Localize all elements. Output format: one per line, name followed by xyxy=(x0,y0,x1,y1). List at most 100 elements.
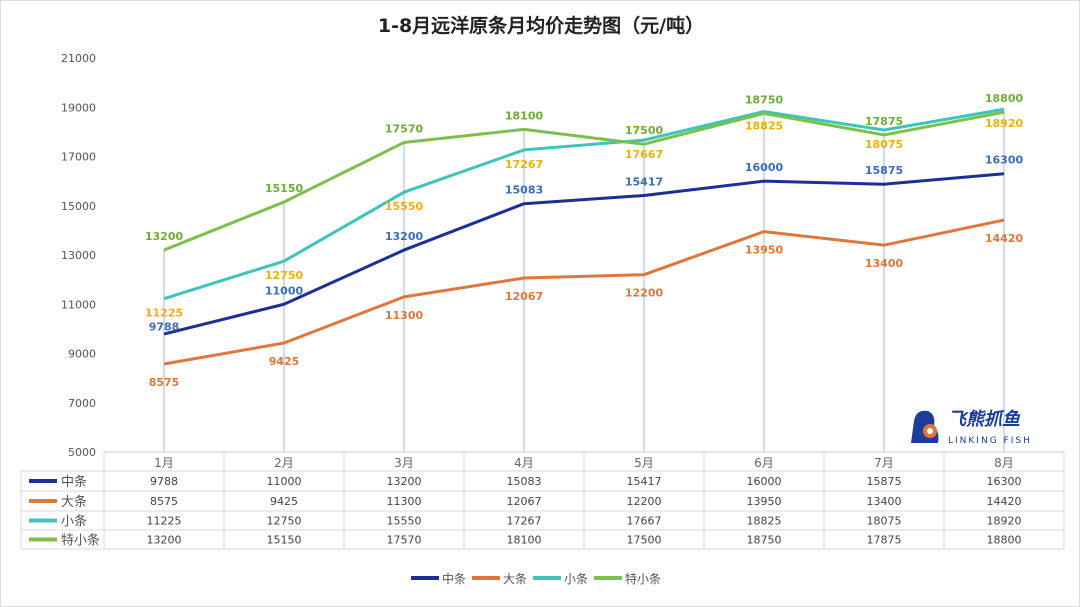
y-tick-label: 13000 xyxy=(61,249,96,262)
series-row-label: 小条 xyxy=(61,514,87,530)
table-cell: 15083 xyxy=(507,475,542,488)
table-cell: 13400 xyxy=(867,495,902,508)
y-tick-label: 5000 xyxy=(68,446,96,459)
table-cell: 17500 xyxy=(627,534,662,547)
data-label: 18750 xyxy=(745,93,784,106)
legend-label: 大条 xyxy=(503,572,527,586)
x-category-label: 7月 xyxy=(874,456,894,470)
series-row-label: 大条 xyxy=(61,494,87,510)
data-label: 11225 xyxy=(145,307,183,320)
table-cell: 9425 xyxy=(270,495,298,508)
data-label: 17667 xyxy=(625,148,663,161)
x-category-label: 4月 xyxy=(514,456,534,470)
data-label: 17570 xyxy=(385,122,424,135)
table-cell: 11225 xyxy=(147,515,182,528)
table-cell: 17875 xyxy=(867,534,902,547)
data-label: 18825 xyxy=(745,120,783,133)
table-cell: 11000 xyxy=(267,475,302,488)
data-label: 14420 xyxy=(985,232,1024,245)
x-category-label: 2月 xyxy=(274,456,294,470)
y-tick-label: 11000 xyxy=(61,298,96,311)
series-line-特小条 xyxy=(163,110,1005,252)
series-line-小条 xyxy=(163,107,1005,301)
data-label: 11300 xyxy=(385,309,424,322)
data-label: 17875 xyxy=(865,115,903,128)
x-category-label: 3月 xyxy=(394,456,414,470)
table-cell: 13200 xyxy=(147,534,182,547)
data-label: 17267 xyxy=(505,158,543,171)
data-label: 8575 xyxy=(149,376,180,389)
data-label: 17500 xyxy=(625,124,664,137)
y-tick-label: 21000 xyxy=(61,52,96,65)
y-tick-label: 9000 xyxy=(68,348,96,361)
data-label: 13200 xyxy=(385,230,424,243)
legend-label: 中条 xyxy=(442,571,466,586)
series-row-label: 中条 xyxy=(61,474,87,490)
data-label: 11000 xyxy=(265,284,304,297)
table-cell: 17267 xyxy=(507,515,542,528)
data-label: 13200 xyxy=(145,230,184,243)
table-cell: 9788 xyxy=(150,475,178,488)
data-label: 12750 xyxy=(265,269,304,282)
data-label: 15417 xyxy=(625,175,663,188)
table-cell: 18075 xyxy=(867,515,902,528)
data-label: 18920 xyxy=(985,117,1024,130)
table-cell: 13950 xyxy=(747,495,782,508)
table-cell: 16300 xyxy=(987,475,1022,488)
table-cell: 18920 xyxy=(987,515,1022,528)
chart-title: 1-8月远洋原条月均价走势图（元/吨） xyxy=(377,15,705,37)
data-label: 16000 xyxy=(745,161,784,174)
series-row-label: 特小条 xyxy=(61,533,100,549)
svg-text:LINKING FISH: LINKING FISH xyxy=(948,436,1032,446)
table-cell: 15417 xyxy=(627,475,662,488)
table-cell: 13200 xyxy=(387,475,422,488)
data-label: 18100 xyxy=(505,109,544,122)
data-label: 9788 xyxy=(149,321,180,334)
data-label: 13950 xyxy=(745,244,784,257)
data-label: 18075 xyxy=(865,138,903,151)
x-category-label: 8月 xyxy=(994,456,1014,470)
table-cell: 18750 xyxy=(747,534,782,547)
y-tick-label: 17000 xyxy=(61,151,96,164)
x-category-label: 5月 xyxy=(634,456,654,470)
data-label: 12067 xyxy=(505,290,543,303)
series-line-大条 xyxy=(163,218,1005,366)
table-cell: 12067 xyxy=(507,495,542,508)
table-cell: 16000 xyxy=(747,475,782,488)
table-cell: 12200 xyxy=(627,495,662,508)
table-cell: 17570 xyxy=(387,534,422,547)
y-tick-label: 15000 xyxy=(61,200,96,213)
table-cell: 18100 xyxy=(507,534,542,547)
legend-label: 小条 xyxy=(564,572,588,586)
y-tick-label: 19000 xyxy=(61,101,96,114)
data-label: 15875 xyxy=(865,164,903,177)
data-label: 9425 xyxy=(269,355,300,368)
svg-text:飞熊抓鱼: 飞熊抓鱼 xyxy=(948,409,1021,430)
table-cell: 11300 xyxy=(387,495,422,508)
data-label: 13400 xyxy=(865,257,904,270)
data-label: 15150 xyxy=(265,182,304,195)
data-label: 15083 xyxy=(505,184,543,197)
table-cell: 18800 xyxy=(987,534,1022,547)
linking-fish-logo: 飞熊抓鱼 LINKING FISH xyxy=(906,403,1056,452)
data-label: 15550 xyxy=(385,200,424,213)
data-label: 16300 xyxy=(985,154,1024,167)
table-cell: 18825 xyxy=(747,515,782,528)
data-label: 12200 xyxy=(625,287,664,300)
data-label: 18800 xyxy=(985,92,1024,105)
y-tick-label: 7000 xyxy=(68,397,96,410)
legend-label: 特小条 xyxy=(625,571,661,586)
table-cell: 14420 xyxy=(987,495,1022,508)
table-cell: 15550 xyxy=(387,515,422,528)
table-cell: 15875 xyxy=(867,475,902,488)
table-cell: 17667 xyxy=(627,515,662,528)
x-category-label: 1月 xyxy=(154,456,174,470)
table-cell: 8575 xyxy=(150,495,178,508)
series-line-中条 xyxy=(163,172,1005,336)
x-category-label: 6月 xyxy=(754,456,774,470)
lion-logo-icon: 飞熊抓鱼 LINKING FISH xyxy=(911,409,1032,446)
table-cell: 12750 xyxy=(267,515,302,528)
table-cell: 15150 xyxy=(267,534,302,547)
